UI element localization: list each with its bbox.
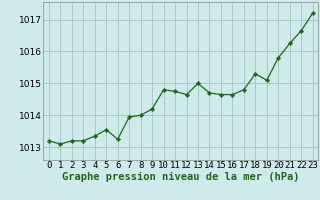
X-axis label: Graphe pression niveau de la mer (hPa): Graphe pression niveau de la mer (hPa) bbox=[62, 172, 300, 182]
